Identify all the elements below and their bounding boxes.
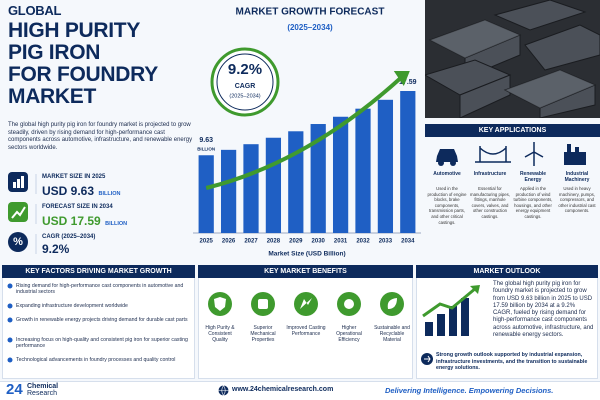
cagr-ring xyxy=(210,47,280,117)
stat-unit: BILLION xyxy=(105,221,128,227)
data-label-unit: BILLION xyxy=(197,146,215,151)
stat-value: USD 17.59 xyxy=(42,214,101,228)
tagline: Delivering Intelligence. Empowering Deci… xyxy=(385,386,554,395)
application-title: Automotive xyxy=(433,171,461,177)
factor: Increasing focus on high-quality and con… xyxy=(16,337,188,350)
stat: USD 9.63 BILLION xyxy=(42,182,120,200)
stat-unit: BILLION xyxy=(98,191,121,197)
title-line: PIG IRON xyxy=(8,41,101,64)
bar xyxy=(243,144,259,233)
x-axis-label: Market Size (USD Billion) xyxy=(268,251,345,258)
bar xyxy=(377,99,394,233)
data-label: 9.63 xyxy=(199,137,213,144)
benefit: Sustainable and Recyclable Material xyxy=(374,325,410,343)
url[interactable]: www.24chemicalresearch.com xyxy=(232,386,334,393)
cagr-label: CAGR xyxy=(235,83,256,90)
x-tick-label: 2029 xyxy=(289,239,303,245)
footer xyxy=(0,381,600,400)
stat-icons: % xyxy=(8,172,37,254)
bar xyxy=(198,155,214,233)
panel xyxy=(416,265,598,379)
globe-icon xyxy=(218,385,229,396)
application-text: Applied in the production of wind turbin… xyxy=(513,186,553,219)
application-text: Used in heavy machinery, pumps, compress… xyxy=(558,186,596,214)
trend-arrow xyxy=(205,75,404,190)
benefit: Superior Mechanical Properties xyxy=(250,325,276,343)
svg-text:%: % xyxy=(13,236,23,248)
factor: Growth in renewable energy projects driv… xyxy=(16,317,188,323)
bar xyxy=(355,108,371,233)
x-tick-label: 2028 xyxy=(267,239,281,245)
stat: USD 17.59 BILLION xyxy=(42,212,127,230)
x-tick-label: 2026 xyxy=(222,239,236,245)
application-text: Essential for manufacturing pipes, fitti… xyxy=(470,186,510,219)
section-header: KEY FACTORS DRIVING MARKET GROWTH xyxy=(2,265,195,278)
benefit-icons xyxy=(208,292,404,316)
section-header: KEY APPLICATIONS xyxy=(425,124,600,137)
factor-bullets xyxy=(7,283,13,363)
data-label: 17.59 xyxy=(399,79,417,86)
outlook-highlight: Strong growth outlook supported by indus… xyxy=(436,352,588,371)
benefit: Higher Operational Efficiency xyxy=(336,325,362,343)
cagr-period: (2025–2034) xyxy=(229,93,260,99)
application-icons xyxy=(436,142,586,166)
bar xyxy=(220,149,237,233)
outlook-text: The global high purity pig iron for foun… xyxy=(493,281,594,339)
panel xyxy=(2,265,195,379)
title-line: FOR FOUNDRY xyxy=(8,63,158,86)
bar xyxy=(288,131,304,233)
factor: Rising demand for high-performance cast … xyxy=(16,283,184,296)
x-tick-label: 2027 xyxy=(244,239,258,245)
bar xyxy=(400,91,416,233)
stat-label: FORECAST SIZE IN 2034 xyxy=(42,204,113,210)
x-tick-label: 2031 xyxy=(334,239,348,245)
stat-label: CAGR (2025–2034) xyxy=(42,234,96,240)
section-header: KEY MARKET BENEFITS xyxy=(198,265,413,278)
title-line: HIGH PURITY xyxy=(8,19,141,42)
application-title: Renewable Energy xyxy=(519,171,547,183)
chart: MARKET GROWTH FORECAST (2025–2034) 9.2% … xyxy=(193,7,421,258)
title-line: GLOBAL xyxy=(8,3,62,18)
x-tick-label: 2033 xyxy=(379,239,393,245)
bar xyxy=(310,124,326,233)
stat-label: MARKET SIZE IN 2025 xyxy=(42,174,106,180)
benefit: High Purity & Consistent Quality xyxy=(205,325,235,343)
outlook-icon xyxy=(422,285,480,336)
x-tick-label: 2032 xyxy=(356,239,370,245)
section-header: MARKET OUTLOOK xyxy=(416,265,598,278)
bar xyxy=(332,116,349,233)
logo-number: 24 xyxy=(6,381,23,398)
application-title: Infrastructure xyxy=(473,171,507,177)
cagr-value: 9.2% xyxy=(228,61,262,78)
application-title: Industrial Machinery xyxy=(564,171,590,183)
description: The global high purity pig iron for foun… xyxy=(8,122,193,151)
chart-subtitle: (2025–2034) xyxy=(287,23,333,32)
factor: Technological advancements in foundry pr… xyxy=(16,357,176,363)
bar xyxy=(265,137,282,233)
logo-text: Chemical xyxy=(27,383,59,390)
benefit: Improved Casting Performance xyxy=(286,325,326,337)
ingot-image xyxy=(425,0,600,118)
stat-value: USD 9.63 xyxy=(42,184,95,198)
chart-title: MARKET GROWTH FORECAST xyxy=(236,7,385,18)
highlight-icon xyxy=(421,353,433,365)
trend-arrow-head xyxy=(393,71,410,86)
application-text: Used in the production of engine blocks,… xyxy=(427,186,467,225)
factor: Expanding infrastructure development wor… xyxy=(16,303,128,309)
cagr-ring xyxy=(216,53,274,111)
title-line: MARKET xyxy=(8,85,97,108)
x-tick-label: 2025 xyxy=(200,239,214,245)
x-tick-label: 2034 xyxy=(401,239,415,245)
x-tick-label: 2030 xyxy=(312,239,326,245)
stat-value: 9.2% xyxy=(42,242,70,256)
logo-text: Research xyxy=(27,390,57,397)
panel xyxy=(198,265,413,379)
